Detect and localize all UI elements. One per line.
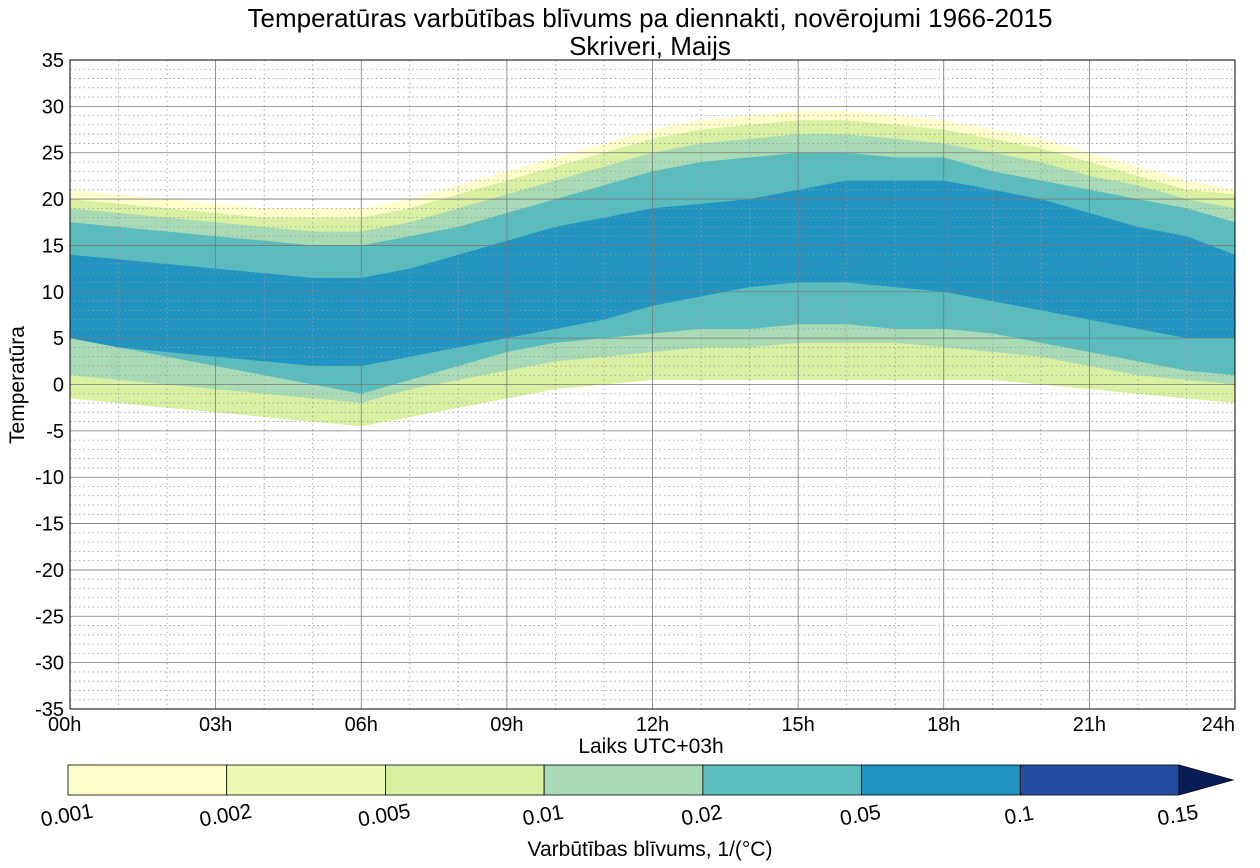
x-tick-label: 00h [48, 714, 81, 736]
y-tick-label: -30 [35, 653, 64, 675]
y-tick-label: -25 [35, 606, 64, 628]
y-tick-label: 20 [42, 189, 64, 211]
plot-area [69, 59, 1236, 710]
colorbar-tick-label: 0.01 [521, 801, 565, 831]
chart-title: Temperatūras varbūtības blīvums pa dienn… [247, 3, 1052, 33]
colorbar-segment-0.05 [861, 764, 1021, 796]
colorbar-tick-label: 0.001 [39, 800, 95, 832]
colorbar-tick-label: 0.05 [838, 801, 882, 831]
x-tick-label: 06h [345, 714, 378, 736]
y-tick-label: -35 [35, 699, 64, 721]
colorbar-tick-label: 0.002 [198, 800, 254, 832]
colorbar-segment-0.01 [543, 764, 704, 796]
colorbar-segment-0.1 [1019, 764, 1180, 796]
colorbar-tick-label: 0.1 [1003, 802, 1036, 830]
y-tick-label: 30 [42, 96, 64, 118]
y-tick-label: 0 [53, 375, 64, 397]
y-axis-ticks: 35 30 25 20 15 10 5 0 -5 -10 -15 -20 -25 -30 -35 [35, 50, 64, 721]
y-tick-label: 15 [42, 235, 64, 257]
y-tick-label: -15 [35, 514, 64, 536]
x-tick-label: 24h [1202, 714, 1235, 736]
colorbar-tick-label: 0.005 [356, 800, 412, 832]
x-tick-label: 15h [781, 714, 814, 736]
y-tick-label: -5 [46, 421, 64, 443]
plot-frame [69, 59, 1236, 710]
x-axis-label: Laiks UTC+03h [578, 735, 723, 758]
colorbar-segment-0.002 [226, 764, 386, 796]
x-tick-label: 21h [1073, 714, 1106, 736]
y-axis-label: Temperatūra [6, 326, 29, 444]
colorbar-tick-label: 0.15 [1156, 801, 1200, 831]
y-tick-label: -20 [35, 560, 64, 582]
x-tick-label: 03h [199, 714, 232, 736]
chart-subtitle: Skriveri, Maijs [569, 31, 731, 61]
colorbar-extend-arrow [1178, 764, 1235, 796]
colorbar [67, 764, 1235, 796]
y-tick-label: 35 [42, 50, 64, 72]
y-tick-label: 5 [53, 328, 64, 350]
y-tick-label: 10 [42, 282, 64, 304]
colorbar-segment-0.005 [385, 764, 545, 796]
y-tick-label: -10 [35, 467, 64, 489]
x-tick-label: 18h [927, 714, 960, 736]
colorbar-label: Varbūtības blīvums, 1/(°C) [528, 838, 773, 861]
minor-grid [70, 60, 1235, 709]
x-tick-label: 09h [490, 714, 523, 736]
colorbar-segment-0.001 [67, 764, 228, 796]
colorbar-segment-0.02 [702, 764, 862, 796]
y-tick-label: 25 [42, 143, 64, 165]
x-tick-label: 12h [636, 714, 669, 736]
colorbar-tick-label: 0.02 [680, 801, 724, 831]
x-axis-ticks: 00h 03h 06h 09h 12h 15h 18h 21h 24h [48, 714, 1235, 736]
colorbar-ticks: 0.001 0.002 0.005 0.01 0.02 0.05 0.1 0.15 [39, 800, 1200, 832]
